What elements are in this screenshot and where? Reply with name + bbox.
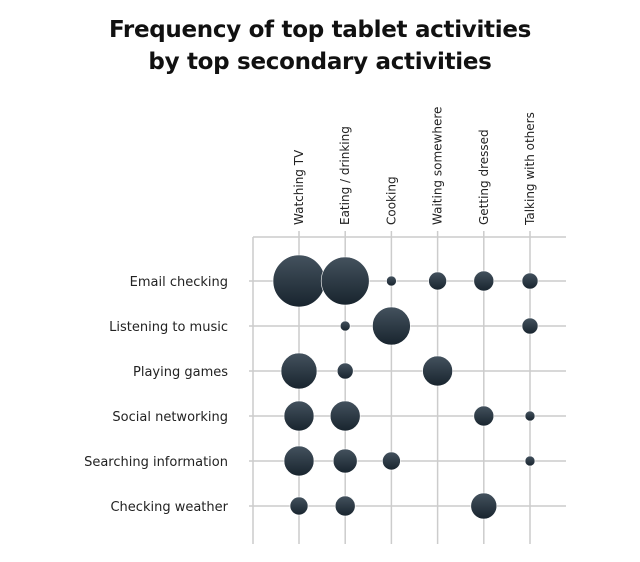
column-label: Eating / drinking [338, 126, 352, 225]
row-label: Checking weather [110, 500, 228, 515]
bubble [382, 451, 401, 471]
column-label: Cooking [384, 176, 398, 225]
column-label: Getting dressed [477, 129, 491, 225]
bubble [470, 492, 498, 520]
bubble [521, 317, 539, 335]
bubble [473, 405, 495, 427]
bubble [289, 496, 309, 516]
bubble [524, 455, 536, 467]
row-label: Playing games [133, 365, 228, 380]
bubble [334, 495, 356, 517]
chart-title: Frequency of top tablet activities by to… [0, 14, 640, 78]
bubble [283, 445, 315, 477]
row-label: Email checking [130, 275, 228, 290]
bubbles [272, 254, 539, 520]
bubble [422, 355, 453, 387]
bubble [524, 410, 536, 422]
bubble [386, 275, 397, 287]
chart-title-line-1: Frequency of top tablet activities [108, 17, 532, 43]
row-labels: Email checking Listening to music Playing … [84, 275, 229, 515]
column-label: Waiting somewhere [431, 107, 445, 225]
bubble [329, 400, 361, 432]
bubble [428, 271, 447, 291]
bubble [280, 352, 318, 390]
chart-title-line-2: by top secondary activities [148, 49, 492, 75]
bubble [521, 272, 539, 290]
bubble [332, 448, 358, 474]
bubble [336, 362, 354, 380]
bubble [272, 254, 326, 308]
bubble [320, 256, 370, 306]
row-label: Listening to music [109, 320, 228, 335]
bubble [339, 320, 351, 332]
column-label: Talking with others [523, 112, 537, 226]
row-label: Searching information [84, 455, 228, 470]
column-labels: Watching TV Eating / drinking Cooking Waiti… [292, 107, 537, 226]
bubble [473, 270, 495, 292]
bubble [283, 400, 315, 432]
row-label: Social networking [112, 410, 228, 425]
column-label: Watching TV [292, 149, 306, 225]
bubble [372, 306, 411, 346]
